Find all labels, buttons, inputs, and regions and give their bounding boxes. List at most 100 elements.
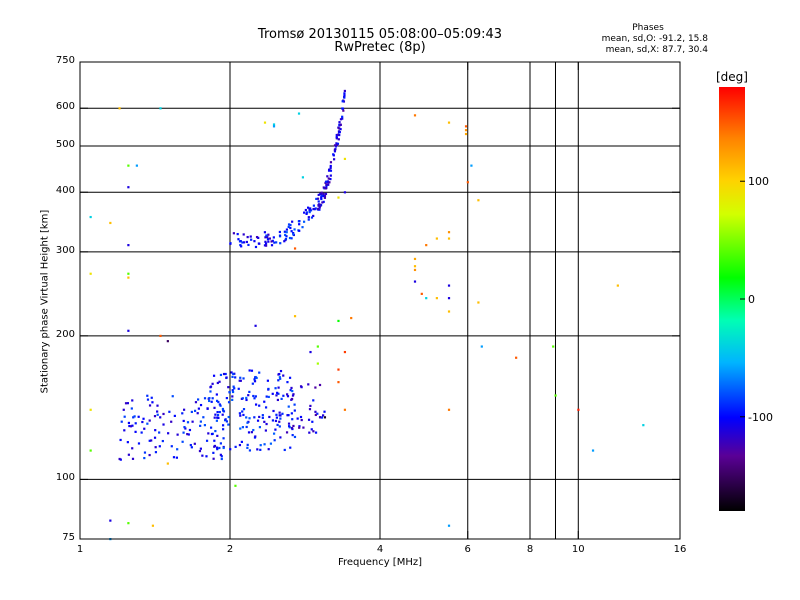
cluster-point — [320, 416, 324, 419]
cluster-point — [300, 386, 303, 389]
cluster-point — [292, 424, 295, 428]
cluster-point — [222, 437, 225, 440]
cluster-point — [224, 418, 227, 421]
cluster-point — [271, 419, 275, 422]
cluster-point — [256, 419, 260, 422]
y-axis-label: Stationary phase Virtual Height [km] — [39, 209, 51, 394]
cluster-point — [239, 376, 242, 379]
cluster-point — [127, 453, 130, 456]
cluster-point — [320, 197, 323, 201]
cluster-point — [271, 392, 274, 395]
cluster-point — [291, 418, 294, 421]
data-point — [420, 292, 423, 295]
cluster-point — [227, 386, 230, 389]
cluster-point — [134, 422, 137, 425]
cluster-point — [218, 410, 221, 414]
cluster-point — [264, 240, 267, 243]
data-point — [350, 316, 353, 320]
cluster-point — [146, 398, 150, 401]
cluster-point — [314, 431, 318, 434]
grid-lines — [80, 62, 680, 539]
cluster-point — [324, 187, 327, 190]
cluster-point — [314, 410, 317, 413]
cluster-point — [274, 419, 278, 423]
cluster-point — [122, 408, 125, 411]
data-point — [337, 381, 340, 384]
cluster-point — [208, 397, 211, 400]
cluster-point — [234, 445, 237, 448]
cluster-point — [218, 446, 221, 450]
cluster-point — [288, 426, 291, 429]
cluster-point — [215, 393, 218, 396]
cluster-point — [215, 399, 219, 402]
cluster-point — [285, 228, 289, 231]
cluster-point — [215, 419, 218, 422]
cluster-point — [326, 175, 329, 178]
cluster-point — [266, 379, 269, 382]
data-point — [515, 356, 518, 359]
data-point — [127, 186, 130, 189]
data-point — [425, 244, 428, 247]
cluster-point — [261, 414, 264, 417]
cluster-point — [307, 206, 310, 209]
cluster-point — [343, 92, 346, 95]
x-tick-label: 1 — [76, 544, 84, 555]
cluster-point — [317, 207, 320, 210]
cluster-point — [325, 180, 328, 183]
cluster-point — [265, 422, 268, 426]
cluster-point — [181, 440, 184, 443]
cluster-point — [150, 396, 153, 399]
data-point — [118, 107, 121, 110]
cluster-point — [248, 449, 252, 452]
cluster-point — [266, 235, 269, 239]
cluster-point — [265, 395, 268, 398]
data-point — [293, 247, 297, 250]
cluster-point — [252, 394, 255, 398]
cluster-point — [221, 413, 224, 416]
data-point — [466, 181, 469, 184]
cluster-point — [126, 402, 130, 405]
cluster-point — [146, 394, 149, 397]
y-tick-label: 600 — [55, 101, 75, 113]
y-tick-label: 750 — [55, 55, 75, 66]
cluster-point — [248, 369, 251, 372]
cluster-point — [143, 451, 147, 454]
cluster-point — [259, 444, 262, 447]
cluster-point — [263, 443, 266, 446]
cluster-point — [222, 428, 225, 431]
cluster-point — [269, 442, 273, 445]
cluster-point — [316, 197, 320, 200]
cluster-point — [254, 395, 257, 398]
phases-heading: Phases — [632, 23, 664, 33]
cluster-point — [326, 180, 329, 183]
cluster-point — [248, 417, 251, 420]
cluster-point — [322, 192, 325, 196]
cluster-point — [312, 207, 315, 211]
cluster-point — [211, 397, 214, 400]
cluster-point — [168, 410, 171, 413]
data-point — [316, 345, 319, 348]
data-point — [464, 132, 468, 136]
cluster-point — [213, 439, 216, 442]
cluster-point — [257, 236, 260, 240]
cluster-point — [225, 376, 228, 379]
cluster-point — [212, 451, 215, 454]
cluster-point — [268, 415, 271, 419]
cluster-point — [224, 372, 227, 376]
cluster-point — [267, 387, 270, 391]
cluster-point — [141, 420, 144, 424]
cluster-point — [148, 404, 152, 407]
cluster-point — [322, 200, 325, 203]
cluster-point — [245, 416, 248, 419]
cluster-point — [130, 407, 133, 410]
x-tick-label: 2 — [226, 544, 234, 555]
cluster-point — [322, 194, 325, 198]
cluster-point — [341, 107, 344, 110]
cluster-point — [275, 241, 278, 244]
cluster-point — [151, 401, 154, 404]
cluster-point — [261, 416, 264, 419]
cluster-point — [292, 393, 295, 396]
cluster-point — [308, 209, 311, 212]
cluster-point — [159, 416, 162, 419]
data-point — [552, 345, 555, 348]
